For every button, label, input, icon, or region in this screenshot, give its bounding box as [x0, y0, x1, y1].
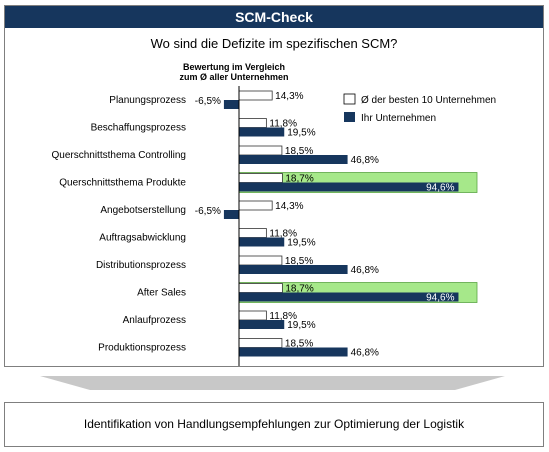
data-label-best-10: 11,8%: [269, 311, 297, 322]
data-label-best-10: 11,8%: [269, 229, 297, 240]
data-label-own: 46,8%: [351, 155, 379, 166]
data-label-best-10: 11,8%: [269, 119, 297, 130]
data-label-best-10: 18,5%: [285, 256, 313, 267]
bar-own: [239, 292, 459, 302]
data-label-own: -6,5%: [195, 96, 221, 107]
data-label-best-10: 14,3%: [275, 201, 303, 212]
chart-subtitle: Wo sind die Defizite im spezifischen SCM…: [150, 36, 398, 51]
bar-own: [239, 155, 348, 164]
category-label: Planungsprozess: [109, 95, 186, 106]
data-label-best-10: 18,7%: [285, 284, 313, 295]
category-label: Querschnittsthema Controlling: [51, 150, 186, 161]
footer-box: Identifikation von Handlungsempfehlungen…: [4, 402, 544, 447]
data-label-own: -6,5%: [195, 206, 221, 217]
chart-title-line: zum Ø aller Unternehmen: [179, 72, 288, 82]
legend-swatch-best-10: [343, 93, 356, 105]
category-label: Beschaffungsprozess: [91, 123, 186, 134]
data-label-best-10: 18,7%: [285, 174, 313, 185]
legend-label-best-10: Ø der besten 10 Unternehmen: [361, 95, 496, 106]
bar-own: [239, 347, 348, 357]
category-label: Distributionsprozess: [96, 260, 186, 271]
data-label-own: 19,5%: [287, 238, 315, 249]
bar-own: [239, 320, 285, 329]
data-label-best-10: 18,5%: [285, 146, 313, 157]
header-title: SCM-Check: [5, 6, 543, 28]
bar-own: [223, 100, 239, 109]
legend-swatch-own: [344, 112, 355, 122]
data-label-own: 94,6%: [426, 293, 454, 304]
category-label: Angebotserstellung: [100, 205, 186, 216]
data-label-own: 19,5%: [287, 128, 315, 139]
bar-own: [223, 210, 239, 219]
data-label-best-10: 14,3%: [275, 91, 303, 102]
bar-own: [239, 127, 285, 137]
data-label-own: 46,8%: [351, 265, 379, 276]
bar-own: [239, 237, 285, 247]
data-label-best-10: 18,5%: [285, 339, 313, 350]
category-label: Anlaufprozess: [123, 315, 186, 326]
data-label-own: 94,6%: [426, 183, 454, 194]
data-label-own: 46,8%: [351, 348, 379, 359]
bar-own: [239, 182, 459, 192]
chart-title-line: Bewertung im Vergleich: [183, 62, 285, 72]
data-label-own: 19,5%: [287, 320, 315, 331]
category-label: Querschnittsthema Produkte: [59, 178, 186, 189]
category-label: After Sales: [137, 288, 186, 299]
category-label: Auftragsabwicklung: [99, 233, 186, 244]
bar-own: [239, 265, 348, 274]
category-label: Produktionsprozess: [98, 343, 186, 354]
legend-label-own: Ihr Unternehmen: [361, 113, 436, 124]
